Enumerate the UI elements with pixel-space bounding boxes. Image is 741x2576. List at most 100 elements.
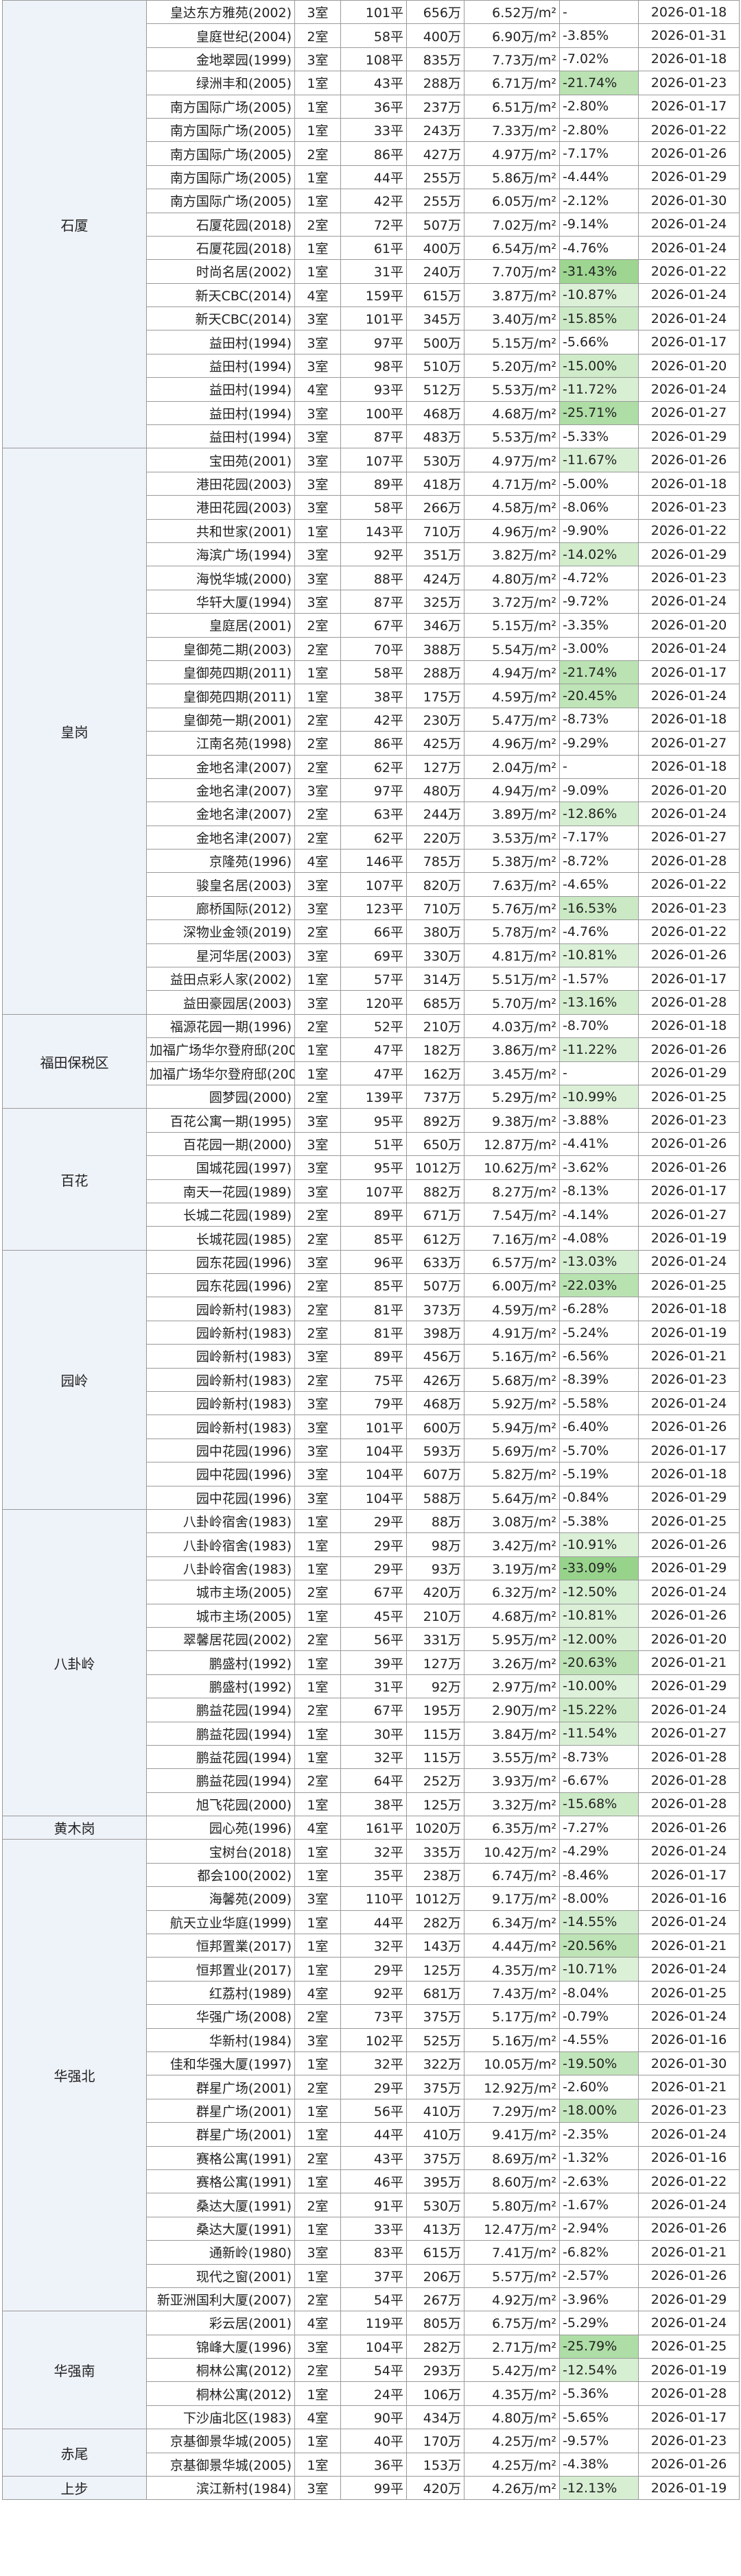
date: 2026-01-26 <box>638 943 740 968</box>
area: 67平 <box>340 1580 407 1604</box>
area: 146平 <box>340 849 407 874</box>
rooms: 1室 <box>294 2429 341 2453</box>
unit-price: 4.44万/m² <box>464 1934 560 1958</box>
price: 410万 <box>406 2122 464 2147</box>
rooms: 2室 <box>294 1013 341 1039</box>
table-row: 下沙庙北区(1983) 4室 90平 434万 4.80万/m² -5.65% 2026-0… <box>3 2405 740 2430</box>
community: 园东花园(1996) <box>146 1273 295 1298</box>
rooms: 3室 <box>294 872 341 897</box>
table-row: 益田村(1994) 3室 97平 500万 5.15万/m² -5.66% 2026-01-… <box>3 330 740 354</box>
area: 32平 <box>340 2051 407 2076</box>
community: 皇达东方雅苑(2002) <box>146 0 295 25</box>
rooms: 4室 <box>294 377 341 402</box>
date: 2026-01-29 <box>638 542 740 567</box>
date: 2026-01-29 <box>638 424 740 449</box>
community: 群星广场(2001) <box>146 2075 295 2099</box>
unit-price: 5.82万/m² <box>464 1462 560 1486</box>
unit-price: 6.51万/m² <box>464 94 560 119</box>
price: 143万 <box>406 1934 464 1958</box>
rooms: 2室 <box>294 212 341 237</box>
table-row: 港田花园(2003) 3室 58平 266万 4.58万/m² -8.06% 2026-01… <box>3 495 740 520</box>
rooms: 1室 <box>294 2122 341 2147</box>
date: 2026-01-25 <box>638 1084 740 1109</box>
rooms: 1室 <box>294 71 341 95</box>
community: 益田豪园居(2003) <box>146 990 295 1015</box>
unit-price: 3.87万/m² <box>464 282 560 308</box>
price: 400万 <box>406 23 464 48</box>
change: -12.13% <box>559 2476 639 2501</box>
table-row: 恒邦置業(2017) 1室 32平 143万 4.44万/m² -20.56% 2026-0… <box>3 1934 740 1958</box>
date: 2026-01-18 <box>638 1013 740 1039</box>
area: 89平 <box>340 471 407 496</box>
area: 86平 <box>340 731 407 756</box>
unit-price: 5.76万/m² <box>464 895 560 921</box>
price: 530万 <box>406 448 464 472</box>
area: 54平 <box>340 2287 407 2312</box>
change: -5.24% <box>559 1320 639 1345</box>
district: 华强南 <box>2 2311 147 2430</box>
rooms: 3室 <box>294 47 341 72</box>
change: -1.57% <box>559 967 639 991</box>
table-row: 旭飞花园(2000) 1室 38平 125万 3.32万/m² -15.68% 2026-0… <box>3 1792 740 1817</box>
area: 62平 <box>340 754 407 779</box>
date: 2026-01-26 <box>638 2452 740 2477</box>
unit-price: 5.38万/m² <box>464 849 560 874</box>
price: 351万 <box>406 542 464 567</box>
table-row: 皇岗 宝田苑(2001) 3室 107平 530万 4.97万/m² -11.67% 2026… <box>2 448 740 1015</box>
date: 2026-01-17 <box>638 94 740 119</box>
area: 47平 <box>340 1061 407 1085</box>
change: -4.65% <box>559 872 639 897</box>
change: -2.94% <box>559 2216 639 2241</box>
price: 434万 <box>406 2405 464 2430</box>
area: 100平 <box>340 400 407 426</box>
area: 56平 <box>340 2098 407 2123</box>
listing-table: 石厦 皇达东方雅苑(2002) 3室 101平 656万 6.52万/m² -2026-01… <box>2 0 740 2501</box>
change: -0.79% <box>559 2004 639 2029</box>
area: 72平 <box>340 212 407 237</box>
unit-price: 10.05万/m² <box>464 2051 560 2076</box>
price: 288万 <box>406 660 464 685</box>
price: 468万 <box>406 400 464 426</box>
change: -4.55% <box>559 2027 639 2052</box>
price: 375万 <box>406 2004 464 2029</box>
rooms: 2室 <box>294 23 341 48</box>
unit-price: 3.08万/m² <box>464 1508 560 1534</box>
unit-price: 5.47万/m² <box>464 707 560 732</box>
date: 2026-01-26 <box>638 1155 740 1180</box>
area: 44平 <box>340 2122 407 2147</box>
unit-price: 5.80万/m² <box>464 2193 560 2217</box>
change: -3.62% <box>559 1155 639 1180</box>
table-row: 益田点彩人家(2002) 1室 57平 314万 5.51万/m² -1.57% 2026-… <box>3 967 740 991</box>
date: 2026-01-26 <box>638 2216 740 2241</box>
price: 98万 <box>406 1532 464 1557</box>
district: 百花 <box>2 1108 147 1251</box>
change: -18.00% <box>559 2098 639 2123</box>
unit-price: 4.97万/m² <box>464 141 560 166</box>
change: -4.76% <box>559 919 639 944</box>
change: -10.71% <box>559 1957 639 1982</box>
unit-price: 10.42万/m² <box>464 1839 560 1864</box>
change: -9.72% <box>559 589 639 614</box>
table-row: 海滨广场(1994) 3室 92平 351万 3.82万/m² -14.02% 2026-0… <box>3 542 740 567</box>
table-row: 桐林公寓(2012) 2室 54平 293万 5.42万/m² -12.54% 2026-0… <box>3 2358 740 2383</box>
date: 2026-01-24 <box>638 802 740 826</box>
area: 61平 <box>340 235 407 261</box>
change: -2.80% <box>559 94 639 119</box>
community: 华轩大厦(1994) <box>146 589 295 614</box>
unit-price: 4.35万/m² <box>464 1957 560 1982</box>
rooms: 2室 <box>294 707 341 732</box>
unit-price: 4.68万/m² <box>464 1603 560 1628</box>
price: 195万 <box>406 1698 464 1722</box>
date: 2026-01-24 <box>638 1910 740 1935</box>
price: 785万 <box>406 849 464 874</box>
unit-price: 9.41万/m² <box>464 2122 560 2147</box>
price: 243万 <box>406 117 464 143</box>
rooms: 1室 <box>294 2098 341 2123</box>
unit-price: 5.78万/m² <box>464 919 560 944</box>
unit-price: 3.55万/m² <box>464 1744 560 1770</box>
date: 2026-01-17 <box>638 967 740 991</box>
date: 2026-01-16 <box>638 1886 740 1911</box>
date: 2026-01-21 <box>638 2240 740 2265</box>
change: -8.39% <box>559 1367 639 1393</box>
community: 南天一花园(1989) <box>146 1179 295 1203</box>
